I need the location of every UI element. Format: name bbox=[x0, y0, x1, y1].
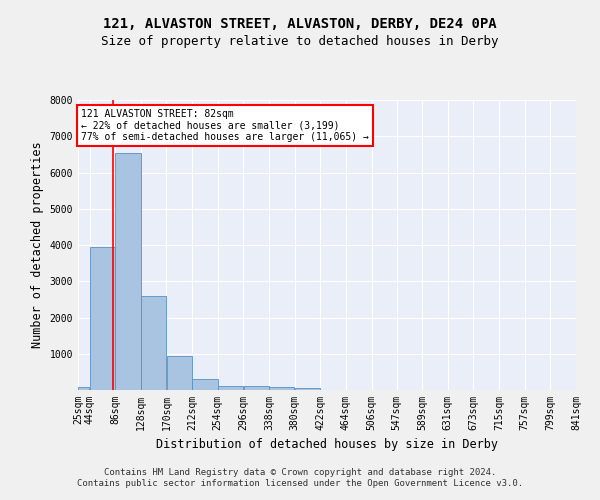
Bar bbox=[269, 387, 295, 390]
Bar bbox=[115, 152, 140, 390]
Bar bbox=[167, 356, 192, 390]
Text: Contains HM Land Registry data © Crown copyright and database right 2024.
Contai: Contains HM Land Registry data © Crown c… bbox=[77, 468, 523, 487]
Bar bbox=[193, 379, 218, 390]
Bar bbox=[90, 247, 115, 390]
Y-axis label: Number of detached properties: Number of detached properties bbox=[31, 142, 44, 348]
Bar bbox=[141, 296, 166, 390]
Bar bbox=[244, 386, 269, 390]
Text: 121 ALVASTON STREET: 82sqm
← 22% of detached houses are smaller (3,199)
77% of s: 121 ALVASTON STREET: 82sqm ← 22% of deta… bbox=[81, 109, 369, 142]
Bar bbox=[218, 386, 243, 390]
Text: Size of property relative to detached houses in Derby: Size of property relative to detached ho… bbox=[101, 35, 499, 48]
Bar bbox=[295, 388, 320, 390]
Bar bbox=[78, 388, 89, 390]
Text: 121, ALVASTON STREET, ALVASTON, DERBY, DE24 0PA: 121, ALVASTON STREET, ALVASTON, DERBY, D… bbox=[103, 18, 497, 32]
X-axis label: Distribution of detached houses by size in Derby: Distribution of detached houses by size … bbox=[156, 438, 498, 452]
